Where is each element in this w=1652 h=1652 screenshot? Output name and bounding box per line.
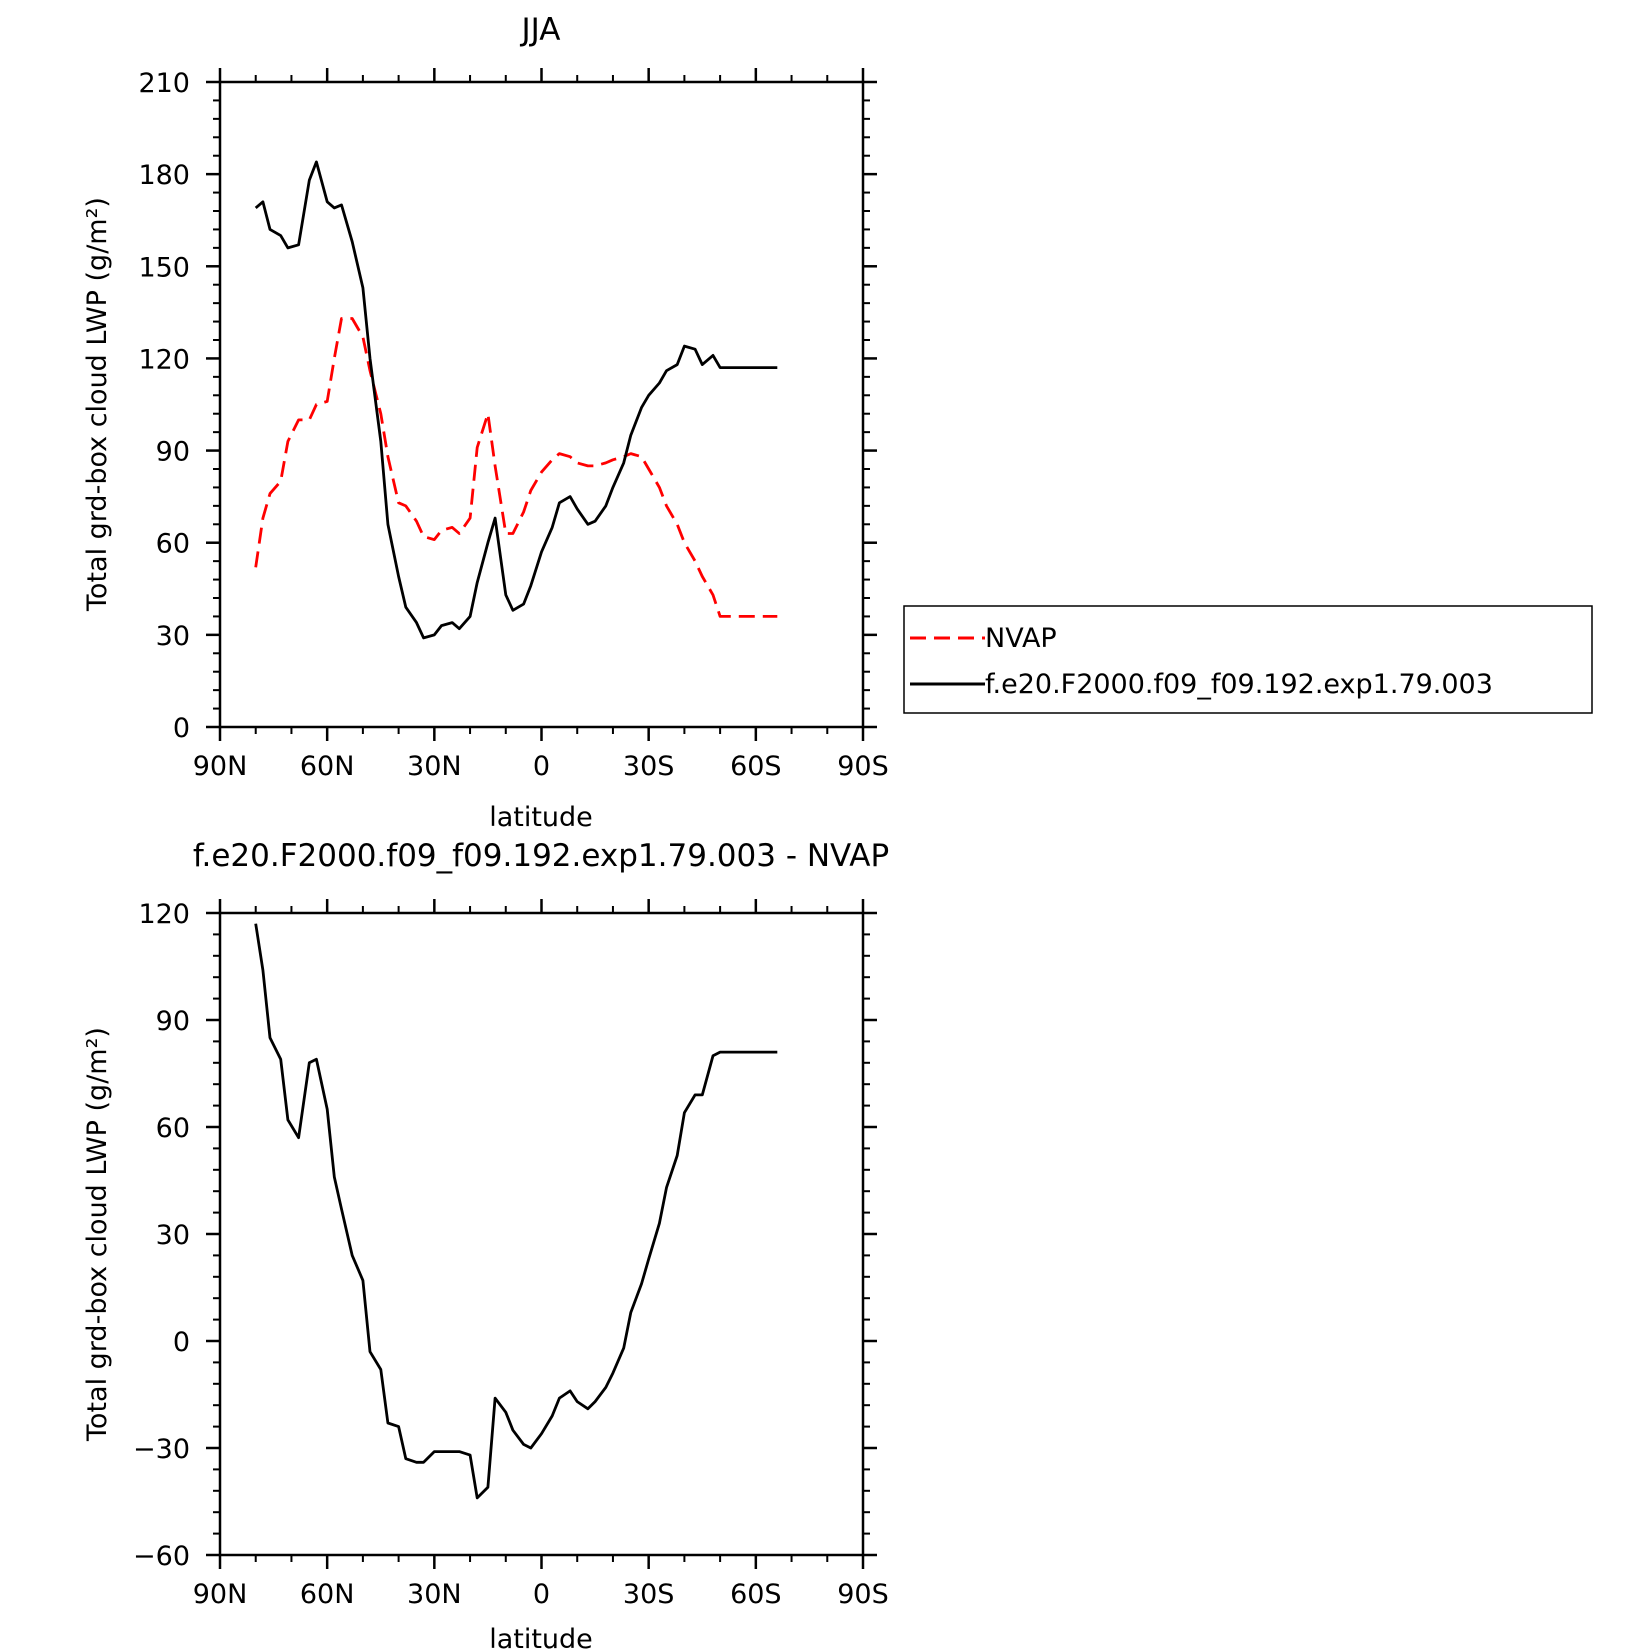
top-y-tick-label: 180 [138, 160, 190, 191]
top-x-tick-label: 90S [837, 751, 889, 782]
bottom-y-tick-label: 30 [156, 1220, 190, 1251]
top-plot: JJA 90N 60N 30N 0 30S 60S 90S 0 30 60 90 120 150 180 2… [82, 12, 889, 833]
bottom-y-tick-label: 90 [156, 1006, 190, 1037]
bottom-plot-frame [218, 911, 865, 1557]
legend-frame [903, 605, 1593, 714]
top-x-tick-label: 60N [300, 751, 355, 782]
legend-label-nvap: NVAP [985, 623, 1057, 654]
bottom-y-tick-label: 60 [156, 1113, 190, 1144]
top-x-tick-label: 30N [407, 751, 462, 782]
top-x-tick-label: 0 [533, 751, 550, 782]
bottom-x-tick-label: 30N [407, 1579, 462, 1610]
bottom-plot-title: f.e20.F2000.f09_f09.192.exp1.79.003 - NV… [193, 838, 889, 874]
bottom-x-tick-label: 90S [837, 1579, 889, 1610]
bottom-y-tick-label: 0 [173, 1327, 190, 1358]
bottom-x-tick-label: 60N [300, 1579, 355, 1610]
top-x-tick-label: 90N [193, 751, 248, 782]
top-y-tick-label: 210 [138, 68, 190, 99]
bottom-x-tick-label: 30S [623, 1579, 675, 1610]
top-y-tick-label: 60 [156, 529, 190, 560]
bottom-x-tick-label: 60S [730, 1579, 782, 1610]
top-series-line-0 [254, 317, 778, 618]
bottom-x-axis-label: latitude [489, 1624, 593, 1652]
top-series-lines [254, 160, 778, 640]
bottom-series-lines [254, 923, 778, 1500]
bottom-x-tick-label: 90N [193, 1579, 248, 1610]
top-x-axis-label: latitude [489, 802, 593, 833]
legend: NVAP f.e20.F2000.f09_f09.192.exp1.79.003 [903, 605, 1593, 714]
bottom-y-tick-label: −30 [133, 1434, 190, 1465]
top-y-tick-label: 150 [138, 252, 190, 283]
bottom-axis-ticks: 90N 60N 30N 0 30S 60S 90S −60 −30 0 30 60 90 120 [133, 899, 889, 1610]
top-axis-ticks: 90N 60N 30N 0 30S 60S 90S 0 30 60 90 120 150 180 210 [138, 68, 889, 782]
top-plot-title: JJA [520, 12, 561, 48]
legend-label-model: f.e20.F2000.f09_f09.192.exp1.79.003 [985, 669, 1493, 700]
top-y-tick-label: 120 [138, 344, 190, 375]
bottom-y-axis-label: Total grd-box cloud LWP (g/m²) [82, 1027, 113, 1442]
top-y-axis-label: Total grd-box cloud LWP (g/m²) [82, 197, 113, 612]
bottom-series-line-0 [254, 923, 778, 1500]
bottom-y-tick-label: −60 [133, 1541, 190, 1572]
bottom-y-tick-label: 120 [138, 899, 190, 930]
bottom-x-tick-label: 0 [533, 1579, 550, 1610]
top-x-tick-label: 30S [623, 751, 675, 782]
top-y-tick-label: 30 [156, 621, 190, 652]
top-y-tick-label: 90 [156, 437, 190, 468]
top-y-tick-label: 0 [173, 713, 190, 744]
top-series-line-1 [254, 160, 778, 640]
bottom-plot: f.e20.F2000.f09_f09.192.exp1.79.003 - NV… [82, 838, 889, 1652]
top-x-tick-label: 60S [730, 751, 782, 782]
